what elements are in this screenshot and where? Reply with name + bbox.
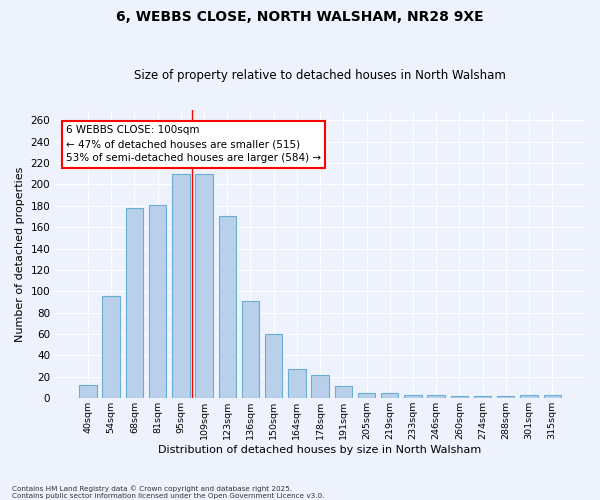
Bar <box>103 296 120 398</box>
Bar <box>451 396 468 398</box>
Bar <box>265 334 283 398</box>
Bar <box>427 395 445 398</box>
Title: Size of property relative to detached houses in North Walsham: Size of property relative to detached ho… <box>134 69 506 82</box>
Text: 6 WEBBS CLOSE: 100sqm
← 47% of detached houses are smaller (515)
53% of semi-det: 6 WEBBS CLOSE: 100sqm ← 47% of detached … <box>66 126 321 164</box>
Bar <box>474 396 491 398</box>
Bar <box>520 395 538 398</box>
Bar <box>196 174 213 398</box>
Bar <box>404 395 422 398</box>
Bar <box>381 393 398 398</box>
Bar <box>125 208 143 398</box>
Bar <box>149 204 166 398</box>
Y-axis label: Number of detached properties: Number of detached properties <box>15 166 25 342</box>
Bar <box>288 370 305 398</box>
Bar <box>497 396 514 398</box>
Bar <box>544 395 561 398</box>
X-axis label: Distribution of detached houses by size in North Walsham: Distribution of detached houses by size … <box>158 445 482 455</box>
Bar <box>358 393 375 398</box>
Text: Contains HM Land Registry data © Crown copyright and database right 2025.
Contai: Contains HM Land Registry data © Crown c… <box>12 486 325 499</box>
Bar <box>242 301 259 398</box>
Bar <box>218 216 236 398</box>
Text: 6, WEBBS CLOSE, NORTH WALSHAM, NR28 9XE: 6, WEBBS CLOSE, NORTH WALSHAM, NR28 9XE <box>116 10 484 24</box>
Bar <box>335 386 352 398</box>
Bar <box>172 174 190 398</box>
Bar <box>311 374 329 398</box>
Bar <box>79 386 97 398</box>
